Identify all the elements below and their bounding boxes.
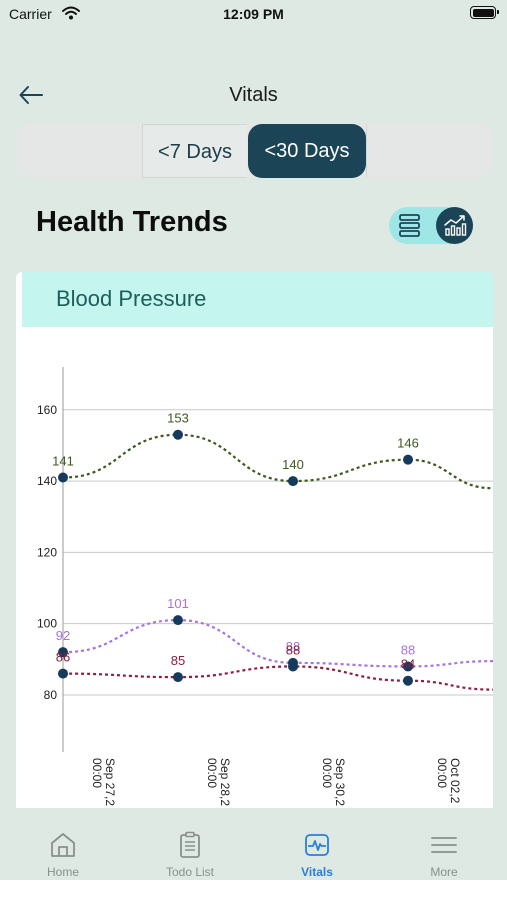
- tab-more[interactable]: More: [381, 808, 507, 880]
- data-label: 140: [282, 457, 304, 472]
- x-tick-label: Sep 27,2: [103, 758, 117, 806]
- tab-home[interactable]: Home: [0, 808, 126, 880]
- x-tick-sublabel: 00:00: [320, 758, 334, 788]
- nav-header: Vitals: [0, 78, 507, 112]
- x-tick-label: Sep 30,2: [333, 758, 347, 806]
- data-label: 88: [286, 639, 300, 654]
- battery-icon: [470, 6, 499, 19]
- data-point: [403, 675, 413, 686]
- menu-icon: [431, 837, 457, 853]
- tab-more-label: More: [430, 865, 458, 879]
- tab-home-label: Home: [46, 865, 79, 879]
- data-label: 101: [167, 596, 189, 611]
- tab-bar: Home Todo List Vitals More: [0, 808, 507, 880]
- y-tick-label: 80: [44, 688, 58, 702]
- data-label: 85: [171, 653, 185, 668]
- trend-chart-icon: [444, 215, 467, 236]
- y-tick-label: 160: [37, 403, 57, 417]
- blood-pressure-card: Blood Pressure 80 100 120 140 160 141 153 140 14…: [16, 272, 493, 808]
- data-point: [173, 615, 183, 626]
- x-tick-label: Oct 02,2: [448, 758, 462, 804]
- data-label: 146: [397, 436, 419, 451]
- blood-pressure-chart: 80 100 120 140 160 141 153 140 146 92 101 88 88 86 85 8…: [37, 367, 493, 806]
- x-tick-sublabel: 00:00: [435, 758, 449, 788]
- home-icon: [51, 833, 75, 857]
- data-label: 153: [167, 411, 189, 426]
- list-icon: [399, 214, 420, 237]
- y-tick-label: 140: [37, 474, 57, 488]
- data-label: 88: [286, 642, 300, 657]
- x-tick-label: Sep 28,2: [218, 758, 232, 806]
- data-label: 86: [56, 650, 70, 665]
- list-view-button[interactable]: [391, 207, 428, 244]
- card-header: Blood Pressure: [22, 272, 493, 327]
- page-title: Vitals: [229, 84, 278, 106]
- back-arrow-icon[interactable]: [18, 84, 44, 106]
- x-tick-sublabel: 00:00: [90, 758, 104, 788]
- x-tick-sublabel: 00:00: [205, 758, 219, 788]
- tab-vitals[interactable]: Vitals: [254, 808, 380, 880]
- wifi-icon: [62, 6, 80, 20]
- data-point: [58, 647, 68, 658]
- segment-divider: [366, 124, 367, 178]
- series-line-1: [62, 619, 493, 668]
- tab-todo-list[interactable]: Todo List: [127, 808, 253, 880]
- data-point: [288, 476, 298, 487]
- data-point: [58, 668, 68, 679]
- data-label: 92: [56, 628, 70, 643]
- clipboard-icon: [180, 831, 200, 858]
- card-title: Blood Pressure: [56, 286, 207, 311]
- range-segmented-control: <7 Days <30 Days: [15, 124, 493, 178]
- status-bar: Carrier 12:09 PM: [0, 0, 507, 30]
- heartbeat-icon: [305, 834, 329, 856]
- series-line-2: [62, 665, 493, 691]
- home-indicator-area: [0, 880, 507, 900]
- data-point: [403, 661, 413, 672]
- y-tick-label: 120: [37, 545, 57, 559]
- data-point: [173, 429, 183, 440]
- carrier-label: Carrier: [9, 6, 52, 22]
- segment-7-days[interactable]: <7 Days: [142, 124, 247, 178]
- data-point: [403, 454, 413, 465]
- tab-todo-label: Todo List: [165, 865, 215, 879]
- series-line-0: [62, 433, 493, 490]
- segment-30-days[interactable]: <30 Days: [248, 124, 366, 178]
- tab-vitals-label: Vitals: [301, 865, 333, 879]
- data-label: 88: [401, 642, 415, 657]
- health-trends-title: Health Trends: [36, 206, 228, 238]
- data-label: 84: [401, 657, 415, 672]
- chart-view-button[interactable]: [436, 207, 473, 244]
- view-toggle: [389, 207, 473, 244]
- y-tick-label: 100: [37, 617, 57, 631]
- data-label: 141: [52, 454, 74, 469]
- data-point: [58, 472, 68, 483]
- data-point: [288, 661, 298, 672]
- data-point: [173, 672, 183, 683]
- status-time: 12:09 PM: [223, 6, 284, 22]
